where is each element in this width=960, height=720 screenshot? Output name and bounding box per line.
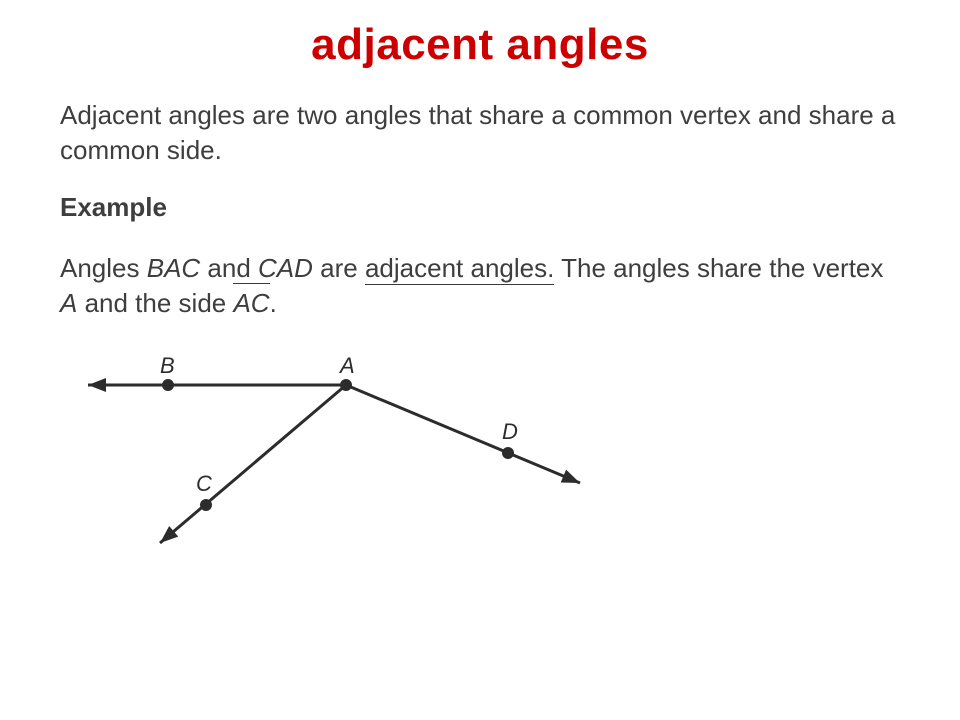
example-underlined: adjacent angles.: [365, 253, 554, 285]
point-c: [200, 499, 212, 511]
example-label: Example: [60, 192, 900, 223]
point-a: [340, 379, 352, 391]
point-b: [162, 379, 174, 391]
angle-svg: A B C D: [60, 343, 620, 553]
example-body: Angles BAC and CAD are adjacent angles. …: [60, 251, 900, 321]
example-and: and: [200, 253, 258, 283]
example-suffix2: and the side: [77, 288, 233, 318]
label-a: A: [338, 353, 355, 378]
slide: adjacent angles Adjacent angles are two …: [0, 0, 960, 720]
page-title: adjacent angles: [60, 20, 900, 70]
label-d: D: [502, 419, 518, 444]
example-prefix: Angles: [60, 253, 147, 283]
angle-cad: CAD: [258, 253, 313, 283]
label-c: C: [196, 471, 212, 496]
vertex-a: A: [60, 288, 77, 318]
angle-diagram: A B C D: [60, 343, 900, 558]
definition-text: Adjacent angles are two angles that shar…: [60, 98, 900, 168]
angle-bac: BAC: [147, 253, 200, 283]
point-d: [502, 447, 514, 459]
label-b: B: [160, 353, 175, 378]
side-ac: AC: [233, 286, 269, 321]
example-are: are: [313, 253, 365, 283]
example-suffix1: The angles share the vertex: [554, 253, 883, 283]
example-period: .: [270, 288, 277, 318]
